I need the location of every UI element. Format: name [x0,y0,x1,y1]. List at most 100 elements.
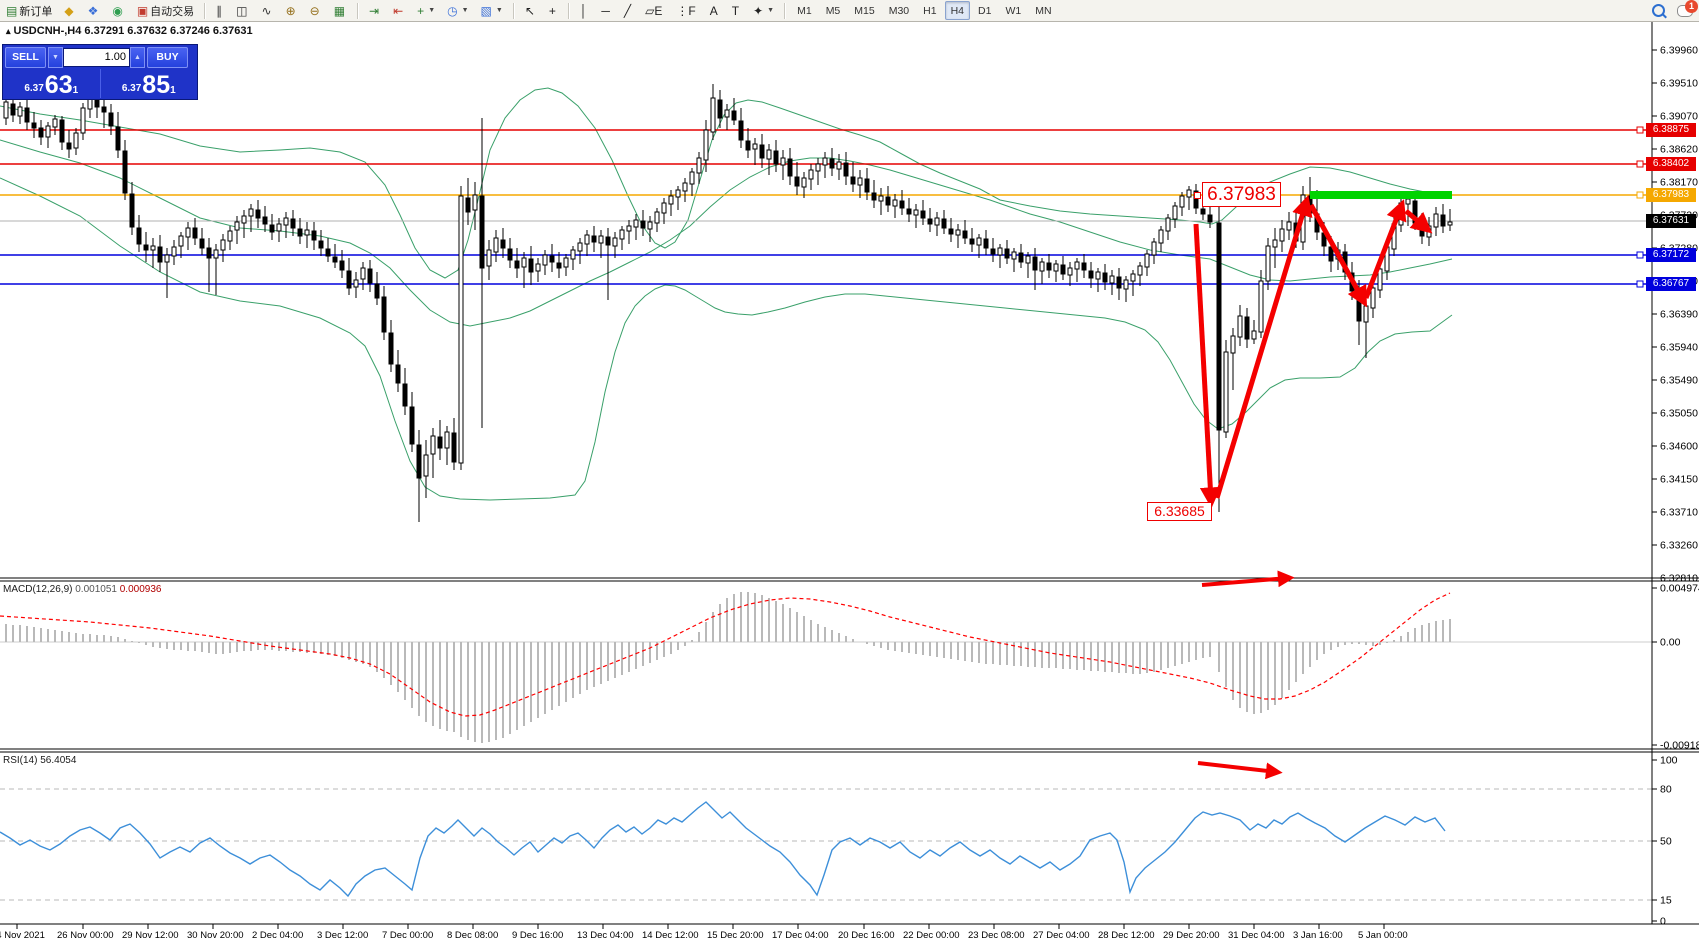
toolbar-market-watch-button[interactable]: ❖ [83,1,106,20]
time-tick-label: 20 Dec 16:00 [838,930,895,941]
toolbar-indicators-button[interactable]: + ▼ [412,1,440,20]
toolbar-periods-button[interactable]: ◷ ▼ [442,1,473,20]
timeframe-h1-button[interactable]: H1 [923,4,937,17]
toolbar-horizontal-line-button[interactable]: ─ [596,1,617,20]
timeframe-m1-button[interactable]: M1 [797,4,812,17]
vertical-line-icon: │ [579,3,588,18]
text-icon: A [709,3,718,18]
toolbar-text-button[interactable]: A [705,1,725,20]
timeframe-w1-button[interactable]: W1 [1005,4,1022,17]
macd-label: MACD(12,26,9) 0.001051 0.000936 [3,584,162,595]
autotrading-label: 自动交易 [150,5,195,18]
timeframe-m30-button[interactable]: M30 [888,4,910,17]
indicator-annotation-arrow [1201,570,1295,588]
sell-price-prefix: 6.37 [24,83,44,94]
toolbar-templates-button[interactable]: ▧ ▼ [476,1,508,20]
callout-anchor-square [1194,192,1201,199]
chevron-down-icon: ▼ [461,7,469,14]
macd-tick-label: 0.004974 [1660,583,1699,595]
toolbar-text-label-button[interactable]: T [727,1,746,20]
toolbar-zoom-in-button[interactable]: ⊕ [281,1,303,20]
sell-price-pip: 1 [72,85,79,96]
one-click-trade-panel: SELL ▼ 1.00 ▲ BUY 6.37 63 1 6.37 85 1 [2,44,198,100]
sell-price[interactable]: 6.37 63 1 [3,69,101,98]
toolbar-trendline-button[interactable]: ╱ [619,1,638,20]
toolbar-cursor-button[interactable]: ↖ [520,1,542,20]
buy-price-pip: 1 [170,85,176,96]
toolbar-auto-scroll-button[interactable]: ⇥ [364,1,386,20]
toolbar-tile-windows-button[interactable]: ▦ [329,1,352,20]
toolbar-new-order-button[interactable]: ▤ 新订单 [1,1,57,20]
price-callout-high[interactable]: 6.37983 [1202,182,1281,207]
price-tick-label: 6.36390 [1660,309,1698,321]
toolbar-separator [567,2,570,19]
price-tag-6.38875: 6.38875 [1646,123,1696,137]
time-tick-label: 22 Dec 00:00 [903,930,960,941]
price-tick-label: 6.35490 [1660,375,1698,387]
time-tick-label: 13 Dec 04:00 [577,930,634,941]
notifications-icon[interactable]: 1 [1677,0,1698,17]
price-tick-label: 6.39960 [1660,45,1698,57]
toolbar-candle-chart-button[interactable]: ◫ [231,1,254,20]
new-order-icon: ▤ [6,3,18,18]
macd-tick-label: -0.009188 [1660,740,1699,752]
price-tick-label: 6.33710 [1660,507,1698,519]
volume-down-button[interactable]: ▼ [48,47,63,68]
toolbar-separator [357,2,360,19]
chevron-down-icon: ▼ [495,7,503,14]
trend-annotation-arrow [1214,194,1313,499]
sell-button[interactable]: SELL [5,47,46,68]
toolbar-fibonacci-button[interactable]: ⋮F [671,1,702,20]
time-tick-label: 30 Nov 20:00 [187,930,244,941]
main-toolbar: ▤ 新订单 ◆ ❖ ◉ ▣ 自动交易 ∥ ◫ ∿ ⊕ ⊖ ▦ ⇥ ⇤ + ▼ ◷ ▼ ▧ ▼ ↖ + │ ─ ╱ ▱E ⋮F A T ✦ ▼ M… [0,0,1699,22]
bollinger-upper [0,87,1453,279]
time-tick-label: 27 Dec 04:00 [1033,930,1090,941]
toolbar-line-chart-button[interactable]: ∿ [257,1,279,20]
bar-chart-icon: ∥ [216,3,223,18]
chart-title-bar: ▴ USDCNH-,H4 6.37291 6.37632 6.37246 6.37… [6,25,253,37]
timeframe-m5-button[interactable]: M5 [825,4,841,17]
toolbar-separator [784,2,787,19]
volume-up-button[interactable]: ▲ [130,47,145,68]
toolbar-equidistant-channel-button[interactable]: ▱E [640,1,669,20]
chevron-down-icon: ▼ [767,7,775,14]
line-chart-icon: ∿ [261,3,272,18]
buy-button[interactable]: BUY [147,47,188,68]
price-tick-label: 6.38620 [1660,144,1698,156]
hline-handle [1636,126,1644,134]
toolbar-crosshair-button[interactable]: + [544,1,563,20]
symbol-ohlc-text: USDCNH-,H4 6.37291 6.37632 6.37246 6.376… [13,25,253,37]
toolbar-shapes-button[interactable]: ✦ ▼ [748,1,779,20]
price-tick-label: 6.38170 [1660,177,1698,189]
buy-price[interactable]: 6.37 85 1 [101,69,198,98]
timeframe-h4-button[interactable]: H4 [944,1,971,20]
toolbar-zoom-out-button[interactable]: ⊖ [305,1,327,20]
sell-price-big: 63 [44,71,73,99]
toolbar-gold-chart-button[interactable]: ◆ [59,1,80,20]
time-tick-label: 28 Dec 12:00 [1098,930,1155,941]
toolbar-autotrading-button[interactable]: ▣ 自动交易 [132,1,199,20]
price-tag-6.37983: 6.37983 [1646,188,1696,202]
price-tag-6.38402: 6.38402 [1646,157,1696,171]
time-tick-label: 14 Dec 12:00 [642,930,699,941]
toolbar-chart-shift-button[interactable]: ⇤ [388,1,410,20]
timeframe-m15-button[interactable]: M15 [854,4,875,17]
volume-input[interactable]: 1.00 [63,48,130,67]
buy-price-big: 85 [142,71,171,99]
hline-handle [1636,280,1644,288]
price-tick-label: 6.39070 [1660,111,1698,123]
time-tick-label: 3 Dec 12:00 [317,930,368,941]
price-callout-low[interactable]: 6.33685 [1147,502,1212,521]
timeframe-mn-button[interactable]: MN [1035,4,1052,17]
gold-chart-icon: ◆ [64,3,74,18]
green-resistance-bar [1310,191,1452,199]
market-watch-icon: ❖ [87,3,99,18]
trendline-icon: ╱ [623,3,632,18]
toolbar-signals-button[interactable]: ◉ [107,1,129,20]
timeframe-d1-button[interactable]: D1 [978,4,992,17]
toolbar-bar-chart-button[interactable]: ∥ [211,1,229,20]
rsi-value: 56.4054 [40,755,77,766]
toolbar-vertical-line-button[interactable]: │ [575,1,595,20]
chart-window-icon: ▴ [6,26,11,36]
search-icon[interactable] [1652,4,1665,17]
